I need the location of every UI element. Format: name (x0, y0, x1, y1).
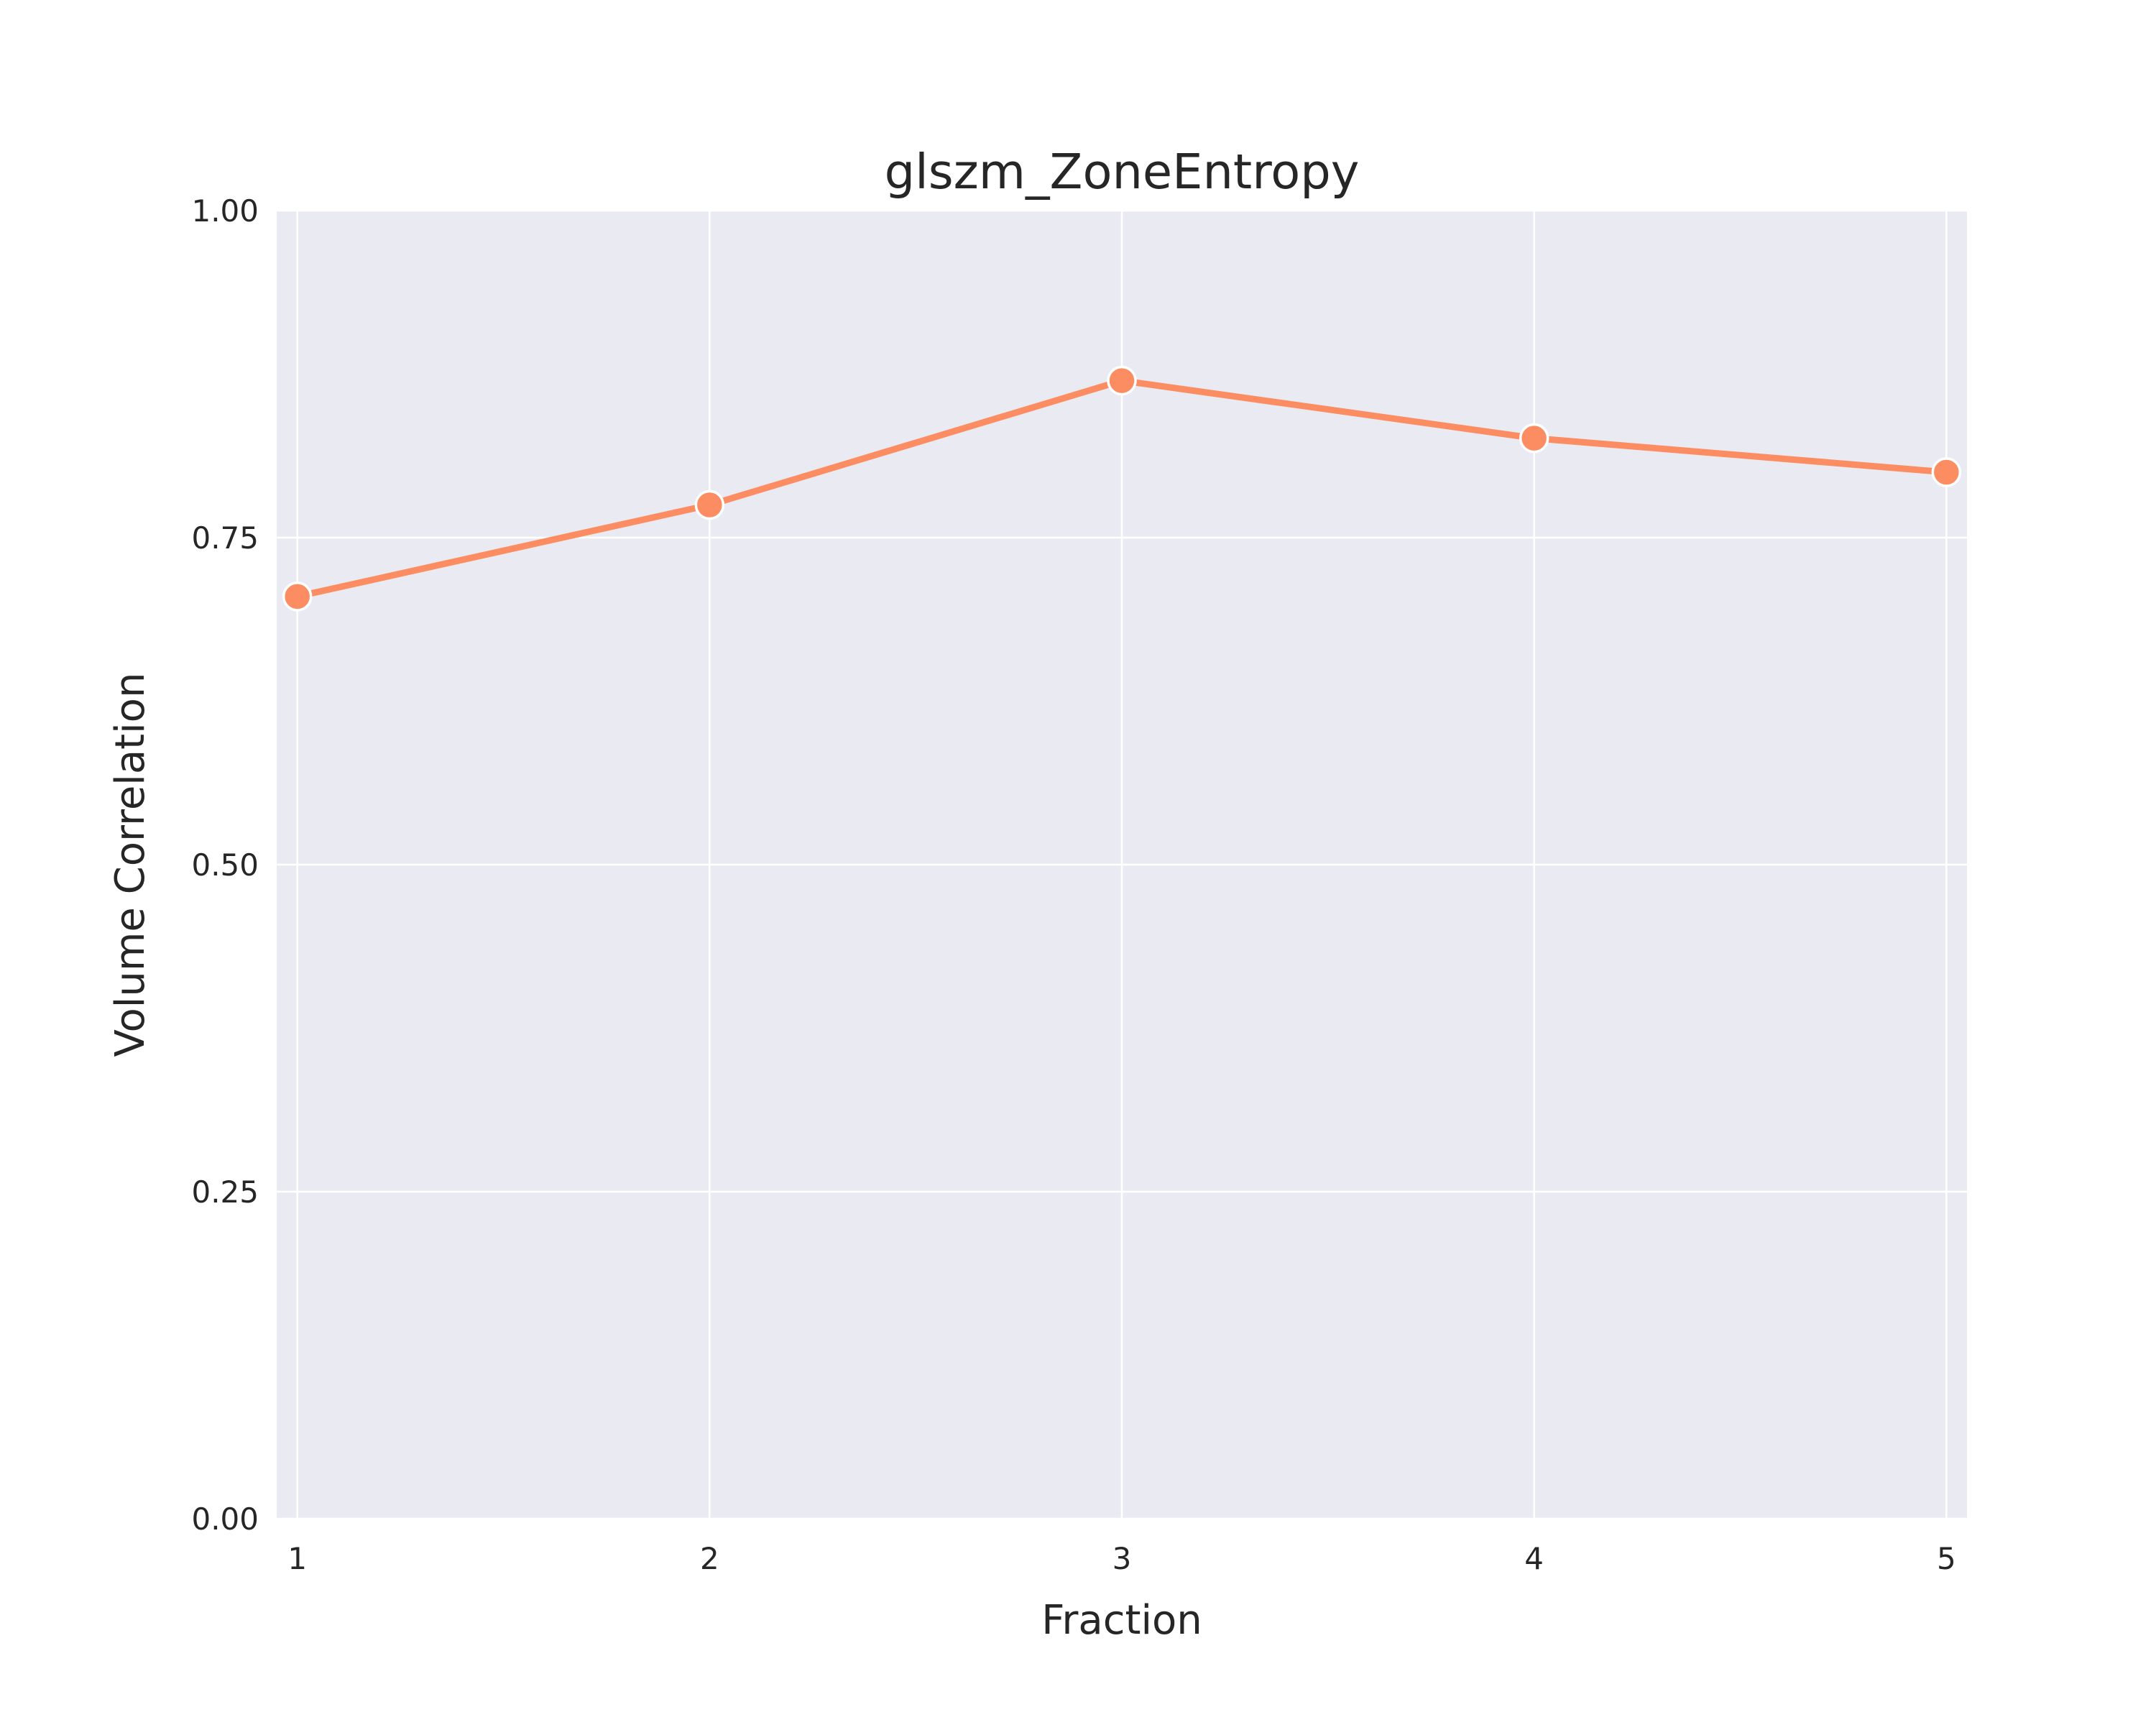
y-tick-label: 0.50 (191, 847, 259, 883)
data-point (1931, 457, 1962, 487)
series-layer (282, 365, 1962, 612)
x-tick-label: 1 (287, 1541, 307, 1576)
x-tick-label: 2 (700, 1541, 719, 1576)
x-tick-label: 4 (1524, 1541, 1544, 1576)
y-axis-ticks: 0.00 0.25 0.50 0.75 1.00 (191, 193, 259, 1537)
data-point (282, 581, 313, 612)
x-axis-ticks: 1 2 3 4 5 (287, 1541, 1955, 1576)
x-axis-label: Fraction (1041, 1597, 1202, 1644)
x-tick-label: 5 (1937, 1541, 1956, 1576)
y-axis-label: Volume Correlation (107, 673, 154, 1057)
y-tick-label: 0.00 (191, 1501, 259, 1537)
data-point (1107, 365, 1137, 396)
y-tick-label: 0.75 (191, 520, 259, 556)
x-tick-label: 3 (1112, 1541, 1132, 1576)
data-point (1519, 423, 1549, 454)
y-tick-label: 1.00 (191, 193, 259, 229)
chart-title: glszm_ZoneEntropy (885, 144, 1360, 200)
data-point (694, 489, 725, 520)
y-tick-label: 0.25 (191, 1174, 259, 1210)
